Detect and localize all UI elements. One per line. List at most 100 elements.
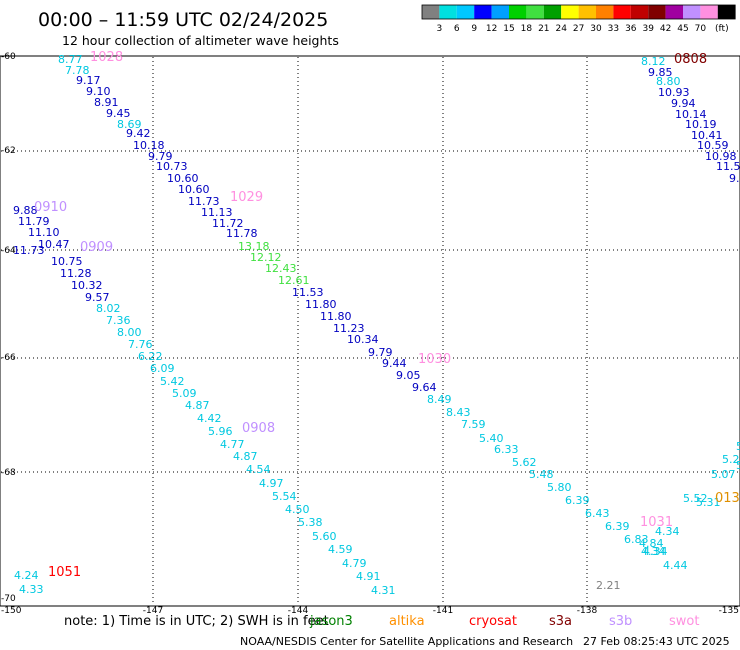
color-scale-swatch xyxy=(700,5,718,19)
color-scale-label: 21 xyxy=(538,24,549,34)
footer-credit: NOAA/NESDIS Center for Satellite Applica… xyxy=(240,635,573,648)
color-scale-swatch xyxy=(491,5,509,19)
wave-height-label: 10.60 xyxy=(167,172,199,185)
satellite-legend-item: cryosat xyxy=(469,614,517,629)
wave-height-label: 9.42 xyxy=(126,127,151,140)
wave-height-label: 4.97 xyxy=(259,477,284,490)
wave-height-label: 9.79 xyxy=(368,346,393,359)
wave-height-label: 11.78 xyxy=(226,227,258,240)
wave-height-label: 7.59 xyxy=(461,418,486,431)
wave-height-label: 4.24 xyxy=(14,569,39,582)
wave-height-label: 9.05 xyxy=(396,369,421,382)
wave-height-label: 11.5 xyxy=(716,160,740,173)
wave-height-label: 6.39 xyxy=(605,520,630,533)
wave-height-label: 5.96 xyxy=(208,425,233,438)
color-scale-swatch xyxy=(578,5,596,19)
wave-height-label: 8.02 xyxy=(96,302,121,315)
latitude-tick-label: -64 xyxy=(1,246,16,256)
wave-height-label: 6.39 xyxy=(565,494,590,507)
color-scale-label: 45 xyxy=(677,24,688,34)
latitude-tick-label: -68 xyxy=(1,468,16,478)
color-scale-swatch xyxy=(665,5,683,19)
wave-height-label: 7.78 xyxy=(65,64,90,77)
color-scale-label: 18 xyxy=(521,24,533,34)
wave-height-label: 10.75 xyxy=(51,255,83,268)
wave-height-label: 4.79 xyxy=(342,557,367,570)
wave-height-label: 8.77 xyxy=(58,53,83,66)
wave-height-label: 9.17 xyxy=(76,74,101,87)
wave-height-label: 5.52 xyxy=(683,492,708,505)
color-scale-swatch xyxy=(439,5,457,19)
longitude-tick-label: -135 xyxy=(719,606,739,616)
longitude-tick-label: -150 xyxy=(1,606,22,616)
wave-height-label: 4.34 xyxy=(643,545,668,558)
wave-height-label: 8.12 xyxy=(641,55,666,68)
latitude-tick-label: -70 xyxy=(1,594,16,604)
color-scale-label: 15 xyxy=(503,24,514,34)
wave-height-label: 9.88 xyxy=(13,204,38,217)
wave-height-label: 10.19 xyxy=(685,118,717,131)
wave-height-label: 5.38 xyxy=(298,516,323,529)
color-scale-label: 36 xyxy=(625,24,637,34)
wave-height-label: 8.69 xyxy=(117,118,142,131)
wave-height-label: 11.13 xyxy=(201,206,233,219)
wave-height-label: 9.85 xyxy=(648,66,673,79)
page-title: 00:00 – 11:59 UTC 02/24/2025 xyxy=(38,9,328,31)
wave-height-label: 12.43 xyxy=(265,262,297,275)
color-scale-swatch xyxy=(474,5,492,19)
longitude-tick-label: -138 xyxy=(577,606,598,616)
wave-height-label: 5.27 xyxy=(722,453,740,466)
wave-height-label: 4.77 xyxy=(220,438,245,451)
wave-height-label: 6.09 xyxy=(150,362,175,375)
wave-height-label: 9.79 xyxy=(148,150,173,163)
color-scale-swatch xyxy=(630,5,649,19)
wave-height-label: 11.53 xyxy=(292,286,324,299)
latitude-tick-label: -62 xyxy=(1,146,16,156)
wave-height-label: 13.18 xyxy=(238,240,270,253)
color-scale-legend: 3 6 9 12 15 18 21 24 27 30 33 36 39 42 45 70 (ft) xyxy=(421,4,736,34)
wave-height-label: 11.10 xyxy=(28,226,60,239)
color-scale-label: (ft) xyxy=(715,24,729,34)
wave-height-label: 4.42 xyxy=(197,412,222,425)
wave-height-label: 4.84 xyxy=(639,537,664,550)
map-grid xyxy=(1,57,739,605)
pass-time-label: 0909 xyxy=(80,240,113,255)
wave-height-label: 5.1 xyxy=(736,440,740,453)
pass-time-label: 1051 xyxy=(48,565,81,580)
wave-height-label: 10.60 xyxy=(178,183,210,196)
satellite-legend: jason3 altika cryosat s3a s3b swot xyxy=(309,614,699,629)
pass-time-label: 0808 xyxy=(674,52,707,67)
footer-timestamp: 27 Feb 08:25:43 UTC 2025 xyxy=(583,635,730,648)
color-scale-label: 70 xyxy=(695,24,707,34)
color-scale-label: 3 xyxy=(437,24,443,34)
wave-height-label: 4.33 xyxy=(19,583,44,596)
map-tick-labels: -150 -147 -144 -141 -138 -135 -60 -62 -64 -66 -68 -… xyxy=(1,52,739,616)
wave-height-label: 9.64 xyxy=(412,381,437,394)
color-scale-label: 33 xyxy=(608,24,619,34)
wave-height-label: 7.76 xyxy=(128,338,153,351)
wave-height-label: 9.94 xyxy=(671,97,696,110)
wave-height-label: 4.50 xyxy=(285,503,310,516)
wave-height-label: 6.83 xyxy=(624,533,649,546)
color-scale-swatch xyxy=(456,5,475,19)
wave-height-label: 8.43 xyxy=(446,406,471,419)
wave-height-label: 11.80 xyxy=(305,298,337,311)
wave-height-label: 9.44 xyxy=(382,357,407,370)
color-scale-swatch xyxy=(509,5,527,19)
latitude-tick-label: -66 xyxy=(1,353,16,363)
track-time-labels: 1028 1029 1030 1031 0910 0909 0908 0808 1051 013 xyxy=(34,50,740,580)
wave-height-label: 5.80 xyxy=(547,481,572,494)
wave-height-label: 5.09 xyxy=(172,387,197,400)
wave-height-label: 4.87 xyxy=(185,399,210,412)
wave-height-label: 5.62 xyxy=(512,456,537,469)
wave-height-label: 9. xyxy=(729,172,740,185)
longitude-tick-label: -141 xyxy=(433,606,453,616)
wave-height-label: 4.34 xyxy=(655,525,680,538)
pass-time-label: 1031 xyxy=(640,515,673,530)
color-scale-swatch xyxy=(717,5,736,19)
wave-height-label: 11.23 xyxy=(333,322,365,335)
pass-time-label: 013 xyxy=(715,491,740,506)
page-subtitle: 12 hour collection of altimeter wave hei… xyxy=(62,33,339,48)
color-scale-label: 30 xyxy=(590,24,602,34)
